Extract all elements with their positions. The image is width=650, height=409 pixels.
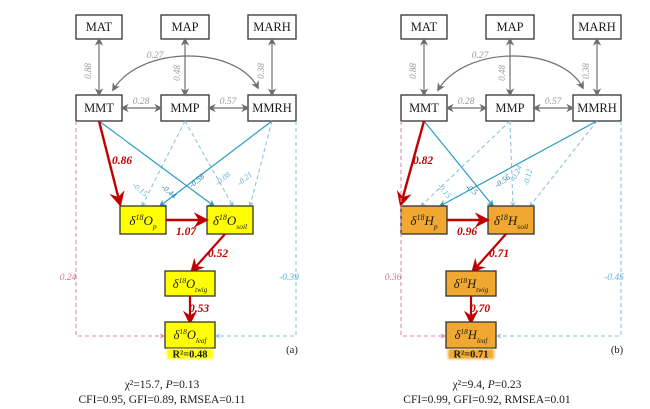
svg-text:0.96: 0.96	[457, 226, 477, 238]
svg-text:MAP: MAP	[496, 20, 523, 34]
svg-text:CFI=0.95, GFI=0.89, RMSEA=0.11: CFI=0.95, GFI=0.89, RMSEA=0.11	[79, 394, 246, 406]
svg-text:0.57: 0.57	[545, 97, 563, 107]
svg-text:0.86: 0.86	[112, 155, 132, 167]
svg-text:R²=0.48: R²=0.48	[172, 350, 207, 361]
svg-text:1.07: 1.07	[176, 226, 197, 238]
svg-text:MMRH: MMRH	[577, 101, 617, 115]
svg-text:MMP: MMP	[170, 101, 199, 115]
svg-text:MMRH: MMRH	[252, 101, 292, 115]
svg-text:0.36: 0.36	[385, 273, 402, 283]
svg-text:0.28: 0.28	[458, 97, 475, 107]
svg-text:R²=0.71: R²=0.71	[453, 350, 488, 361]
svg-text:MMP: MMP	[495, 101, 524, 115]
svg-text:-0.45: -0.45	[604, 273, 624, 283]
svg-text:MAT: MAT	[86, 20, 113, 34]
svg-text:(b): (b)	[611, 345, 624, 356]
svg-text:-0.39: -0.39	[279, 273, 299, 283]
svg-text:MAT: MAT	[411, 20, 438, 34]
svg-text:MMT: MMT	[84, 101, 114, 115]
svg-text:MARH: MARH	[578, 20, 616, 34]
svg-text:MMT: MMT	[409, 101, 439, 115]
svg-text:0.82: 0.82	[413, 155, 433, 167]
svg-text:0.52: 0.52	[208, 248, 228, 260]
svg-text:0.48: 0.48	[497, 65, 507, 81]
svg-text:0.27: 0.27	[147, 51, 165, 61]
svg-text:0.27: 0.27	[472, 51, 490, 61]
svg-text:MARH: MARH	[253, 20, 291, 34]
svg-text:0.57: 0.57	[220, 97, 238, 107]
svg-text:χ²=9.4, P=0.23: χ²=9.4, P=0.23	[452, 379, 522, 391]
svg-text:χ²=15.7, P=0.13: χ²=15.7, P=0.13	[124, 379, 200, 391]
svg-text:0.28: 0.28	[133, 97, 150, 107]
svg-text:(a): (a)	[286, 345, 298, 356]
svg-text:0.88: 0.88	[408, 63, 418, 79]
svg-text:0.38: 0.38	[256, 63, 266, 79]
svg-text:CFI=0.99, GFI=0.92, RMSEA=0.01: CFI=0.99, GFI=0.92, RMSEA=0.01	[403, 394, 571, 406]
svg-text:0.71: 0.71	[489, 248, 509, 260]
svg-text:0.70: 0.70	[470, 303, 490, 315]
svg-text:0.53: 0.53	[189, 303, 209, 315]
svg-text:0.24: 0.24	[60, 273, 77, 283]
svg-text:0.48: 0.48	[172, 65, 182, 81]
svg-text:0.38: 0.38	[581, 63, 591, 79]
svg-text:0.88: 0.88	[83, 63, 93, 79]
svg-text:MAP: MAP	[171, 20, 198, 34]
